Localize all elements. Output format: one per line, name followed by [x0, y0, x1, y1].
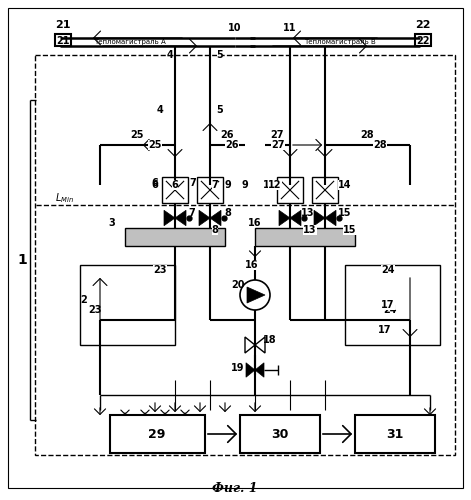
- Polygon shape: [246, 363, 255, 377]
- Text: 15: 15: [338, 208, 352, 218]
- Text: 26: 26: [220, 130, 234, 140]
- Text: 27: 27: [271, 140, 285, 150]
- Text: 21: 21: [55, 20, 71, 30]
- Polygon shape: [255, 363, 264, 377]
- Text: 22: 22: [415, 20, 431, 30]
- Text: 25: 25: [130, 130, 144, 140]
- Text: 24: 24: [383, 305, 397, 315]
- Text: 17: 17: [378, 325, 392, 335]
- Text: 30: 30: [271, 428, 289, 440]
- Text: 31: 31: [386, 428, 404, 440]
- Text: 9: 9: [242, 180, 248, 190]
- Text: 21: 21: [56, 36, 70, 46]
- Text: 1: 1: [17, 253, 27, 267]
- Bar: [162, 177, 188, 203]
- Text: 4: 4: [157, 105, 163, 115]
- Polygon shape: [175, 210, 186, 226]
- Text: 8: 8: [225, 208, 231, 218]
- Bar: [197, 177, 223, 203]
- Polygon shape: [290, 210, 301, 226]
- Text: 6: 6: [171, 180, 179, 190]
- Polygon shape: [279, 210, 290, 226]
- Text: 6: 6: [152, 178, 158, 188]
- Text: 12: 12: [268, 180, 282, 190]
- Text: 5: 5: [217, 50, 223, 60]
- Text: 5: 5: [217, 105, 223, 115]
- Text: 4: 4: [167, 50, 173, 60]
- Text: 7: 7: [211, 180, 219, 190]
- Text: 13: 13: [303, 225, 317, 235]
- Text: 3: 3: [109, 218, 115, 228]
- Bar: [80, 265, 175, 345]
- Text: 28: 28: [360, 130, 374, 140]
- Text: 18: 18: [263, 335, 277, 345]
- Text: 28: 28: [373, 140, 387, 150]
- Text: 10: 10: [228, 23, 242, 33]
- Text: 7: 7: [190, 178, 196, 188]
- Text: 23: 23: [88, 305, 102, 315]
- Text: 13: 13: [301, 208, 315, 218]
- Bar: [312, 177, 338, 203]
- Polygon shape: [164, 210, 175, 226]
- Text: 2: 2: [81, 295, 88, 305]
- Text: Фиг. 1: Фиг. 1: [212, 482, 258, 494]
- Text: 12: 12: [263, 180, 277, 190]
- Text: 20: 20: [231, 280, 245, 290]
- Polygon shape: [314, 210, 325, 226]
- Text: 27: 27: [270, 130, 284, 140]
- Bar: [355, 415, 435, 453]
- Text: 14: 14: [338, 180, 352, 190]
- Text: 8: 8: [211, 225, 219, 235]
- Bar: [415, 34, 431, 46]
- Bar: [255, 228, 355, 246]
- Polygon shape: [325, 210, 336, 226]
- Text: 16: 16: [248, 218, 262, 228]
- Text: Тепломагистраль В: Тепломагистраль В: [304, 39, 376, 45]
- Text: 26: 26: [225, 140, 239, 150]
- Bar: [240, 415, 320, 453]
- Text: 11: 11: [283, 23, 297, 33]
- Bar: [55, 34, 71, 46]
- Text: 14: 14: [338, 180, 352, 190]
- Bar: [35, 55, 455, 455]
- Polygon shape: [210, 210, 221, 226]
- Text: 25: 25: [148, 140, 162, 150]
- Text: Тепломагистраль А: Тепломагистраль А: [94, 39, 166, 45]
- Polygon shape: [199, 210, 210, 226]
- Text: $L_{Min}$: $L_{Min}$: [55, 191, 74, 205]
- Text: 16: 16: [245, 260, 259, 270]
- Polygon shape: [247, 287, 265, 303]
- Text: 23: 23: [153, 265, 167, 275]
- Text: 24: 24: [381, 265, 395, 275]
- Text: 7: 7: [188, 208, 195, 218]
- Text: 19: 19: [231, 363, 245, 373]
- Text: 17: 17: [381, 300, 395, 310]
- Text: 22: 22: [416, 36, 430, 46]
- Text: 9: 9: [225, 180, 231, 190]
- Bar: [125, 228, 225, 246]
- Bar: [345, 265, 440, 345]
- Text: 6: 6: [152, 180, 158, 190]
- Text: 29: 29: [148, 428, 166, 440]
- Bar: [277, 177, 303, 203]
- Bar: [110, 415, 205, 453]
- Text: 15: 15: [343, 225, 357, 235]
